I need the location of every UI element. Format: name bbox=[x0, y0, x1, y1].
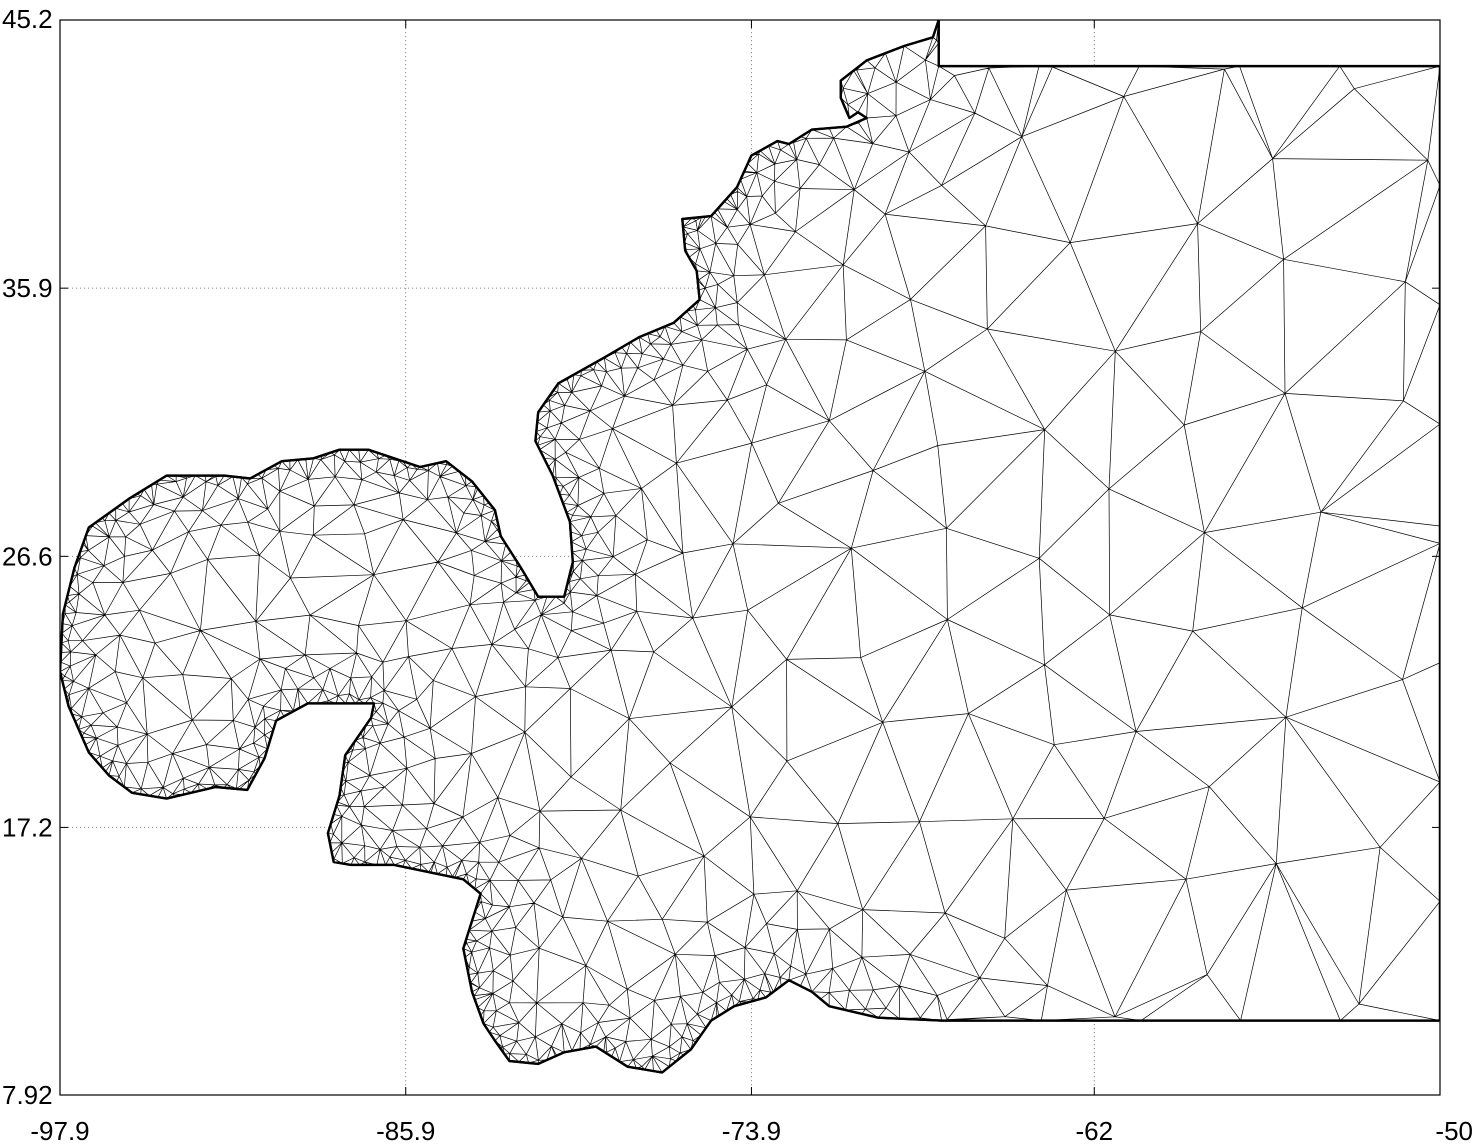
axes-frame bbox=[59, 19, 1441, 1096]
x-tick-label: -62 bbox=[1075, 1116, 1113, 1144]
y-tick-label: 35.9 bbox=[2, 273, 53, 303]
x-axis-ticks: -97.9 -85.9 -73.9 -62 -50 bbox=[30, 20, 1473, 1144]
y-tick-label: 17.2 bbox=[2, 812, 53, 842]
x-tick-label: -97.9 bbox=[30, 1116, 89, 1144]
y-tick-label: 7.92 bbox=[2, 1080, 53, 1110]
y-tick-label: 45.2 bbox=[2, 4, 53, 34]
x-tick-label: -50 bbox=[1435, 1116, 1473, 1144]
y-tick-label: 26.6 bbox=[2, 541, 53, 571]
x-tick-label: -73.9 bbox=[722, 1116, 781, 1144]
x-tick-label: -85.9 bbox=[376, 1116, 435, 1144]
y-axis-ticks: 45.2 35.9 26.6 17.2 7.92 bbox=[2, 4, 1440, 1110]
coastline-boundary bbox=[60, 20, 1440, 1074]
